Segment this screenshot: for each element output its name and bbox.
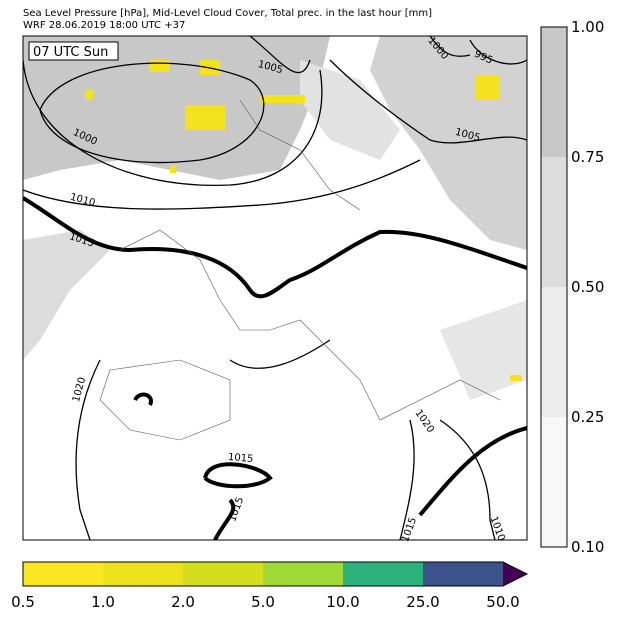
title-line: WRF 28.06.2019 18:00 UTC +37 [23,20,185,31]
title-line: Sea Level Pressure [hPa], Mid-Level Clou… [23,8,432,19]
colorbar-segment [541,27,567,157]
colorbar-tick-label: 1.00 [571,18,604,36]
colorbar-segment [541,157,567,287]
colorbar-tick-label: 0.75 [571,148,604,166]
colorbar-tick-label: 5.0 [251,593,275,611]
cloud-area [440,300,527,400]
time-box [28,41,119,61]
isobars [23,36,527,540]
colorbar-frame [22,561,529,587]
colorbar-segment [263,562,343,586]
isobar-1015 [23,196,527,540]
colorbar-tick-label: 50.0 [486,593,519,611]
colorbar-tick-label: 1.0 [91,593,115,611]
colorbar-extend [503,562,527,586]
colorbar-tick-label: 0.25 [571,408,604,426]
time-label: 07 UTC Sun [33,45,108,60]
colorbar-tick-label: 10.0 [326,593,359,611]
map-frame [22,35,528,541]
precip-colorbar: 0.5 1.0 2.0 5.0 10.0 25.0 50.0 [11,561,529,611]
colorbar-segment [103,562,183,586]
colorbar-segment [423,562,503,586]
colorbar-segment [343,562,423,586]
cloud-colorbar: 1.00 0.75 0.50 0.25 0.10 [540,18,604,556]
cloud-area [23,36,330,180]
colorbar-segment [541,287,567,417]
cloud-area [300,60,400,160]
cloud-area [23,230,110,360]
colorbar-tick-label: 0.10 [571,538,604,556]
contour-label: 1015 [228,452,254,465]
coastlines [99,99,501,441]
colorbar-frame [540,26,568,548]
colorbar-tick-label: 0.50 [571,278,604,296]
colorbar-tick-label: 2.0 [171,593,195,611]
colorbar-segment [183,562,263,586]
colorbar-tick-label: 25.0 [406,593,439,611]
colorbar-tick-label: 0.5 [11,593,35,611]
map: 07 UTC Sun 1005 995 1000 1000 1005 1010 … [22,35,528,544]
colorbar-segment [23,562,103,586]
colorbar-segment [541,417,567,547]
